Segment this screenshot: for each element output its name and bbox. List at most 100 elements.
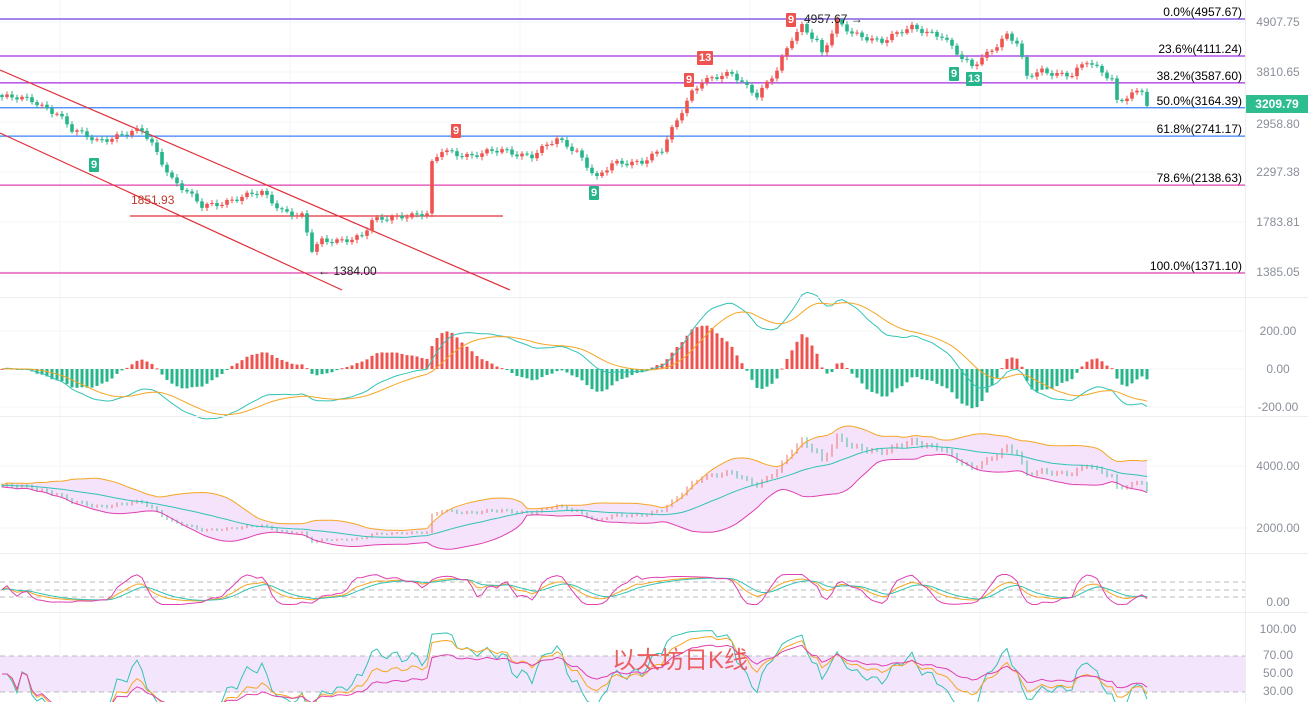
candle-body: [155, 142, 159, 152]
macd-histogram-bar: [1080, 366, 1084, 369]
pane-divider: [0, 416, 1308, 417]
candle-body: [945, 37, 949, 40]
candle-body: [125, 134, 129, 136]
candle-body: [270, 194, 274, 204]
macd-histogram-bar: [555, 369, 559, 372]
candle-body: [1100, 65, 1104, 73]
kdj-k-line: [1, 577, 1148, 602]
macd-histogram-bar: [1040, 369, 1044, 390]
macd-histogram-bar: [205, 369, 209, 384]
macd-histogram-bar: [625, 369, 629, 378]
candle-body: [530, 154, 534, 159]
candle-body: [75, 130, 79, 132]
candle-body: [700, 82, 704, 89]
macd-histogram-bar: [360, 361, 364, 369]
pane-divider: [0, 612, 1308, 613]
macd-histogram-bar: [605, 369, 609, 390]
macd-histogram-bar: [145, 361, 149, 369]
candle-body: [90, 137, 94, 141]
candle-body: [195, 193, 199, 202]
candle-body: [455, 151, 459, 157]
macd-histogram-bar: [0, 369, 4, 370]
macd-histogram-bar: [455, 337, 459, 369]
macd-histogram-bar: [570, 369, 574, 376]
macd-histogram-bar: [915, 369, 919, 378]
macd-histogram-bar: [440, 333, 444, 369]
macd-histogram-bar: [830, 369, 834, 372]
candle-body: [770, 78, 774, 82]
candle-body: [15, 97, 19, 100]
macd-histogram-bar: [525, 369, 529, 379]
price-tick: 2958.80: [1256, 117, 1300, 131]
macd-histogram-bar: [560, 369, 564, 371]
kdj-tick: 0.00: [1266, 595, 1290, 609]
macd-histogram-bar: [795, 341, 799, 369]
price-tick: 1783.81: [1256, 215, 1300, 229]
macd-histogram-bar: [510, 369, 514, 374]
candle-body: [1135, 90, 1139, 93]
fib-label-0: 0.0%(4957.67): [1163, 5, 1242, 19]
macd-histogram-bar: [820, 367, 824, 369]
candle-body: [275, 203, 279, 209]
macd-histogram-bar: [180, 369, 184, 389]
macd-histogram-bar: [620, 369, 624, 379]
candle-body: [110, 138, 114, 142]
candle-body: [1010, 33, 1014, 41]
arrow-left-icon: ←: [318, 264, 330, 278]
price-tick: 3810.65: [1256, 65, 1300, 79]
candle-body: [865, 37, 869, 41]
td-marker-up: 9: [786, 13, 797, 27]
macd-histogram-bar: [110, 369, 114, 379]
macd-histogram-bar: [760, 369, 764, 389]
macd-histogram-bar: [215, 369, 219, 378]
macd-histogram-bar: [775, 369, 779, 379]
macd-histogram-bar: [165, 369, 169, 380]
watermark: 以太坊日K线: [612, 647, 749, 674]
macd-histogram-bar: [930, 369, 934, 381]
kdj-j-line: [1, 574, 1148, 606]
macd-histogram-bar: [1070, 369, 1074, 380]
macd-histogram-bar: [365, 359, 369, 369]
candle-body: [230, 199, 234, 201]
candle-body: [840, 19, 844, 25]
macd-histogram-bar: [955, 369, 959, 399]
macd-histogram-bar: [135, 360, 139, 369]
macd-histogram-bar: [85, 369, 89, 388]
macd-histogram-bar: [945, 369, 949, 389]
macd-histogram-bar: [880, 369, 884, 397]
candle-body: [870, 38, 874, 41]
price-tick: 2297.38: [1256, 165, 1300, 179]
candle-body: [920, 29, 924, 34]
candle-body: [80, 130, 84, 132]
candle-body: [1015, 40, 1019, 44]
candle-body: [345, 239, 349, 243]
candle-body: [190, 191, 194, 194]
candle-body: [490, 149, 494, 151]
macd-histogram-bar: [90, 369, 94, 388]
candle-body: [420, 214, 424, 217]
macd-histogram-bar: [600, 369, 604, 392]
macd-histogram-bar: [150, 363, 154, 369]
candle-body: [845, 24, 849, 32]
macd-histogram-bar: [420, 358, 424, 369]
macd-histogram-bar: [610, 369, 614, 386]
candle-body: [235, 199, 239, 202]
candle-body: [225, 200, 229, 205]
macd-histogram-bar: [190, 369, 194, 388]
candle-body: [995, 47, 999, 51]
macd-histogram-bar: [1005, 358, 1009, 369]
macd-histogram-bar: [695, 327, 699, 369]
td-marker-down: 9: [89, 158, 100, 172]
candle-body: [660, 151, 664, 153]
candle-body: [735, 73, 739, 81]
candle-body: [975, 64, 979, 67]
macd-histogram-bar: [230, 365, 234, 369]
macd-histogram-bar: [725, 341, 729, 369]
macd-histogram-bar: [120, 369, 124, 371]
macd-histogram-bar: [75, 369, 79, 388]
candle-body: [740, 80, 744, 82]
macd-histogram-bar: [665, 359, 669, 369]
candle-body: [1065, 72, 1069, 77]
candle-body: [550, 143, 554, 145]
